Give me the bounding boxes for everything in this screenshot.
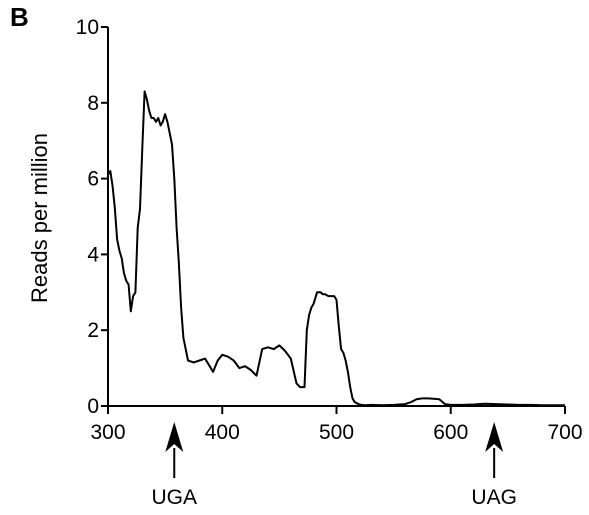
x-tick-label: 700 bbox=[547, 421, 582, 444]
annotation-label: UAG bbox=[471, 486, 517, 509]
y-tick-label: 6 bbox=[87, 168, 99, 191]
y-axis-label: Reads per million bbox=[27, 133, 52, 303]
y-tick-label: 2 bbox=[87, 319, 99, 342]
y-axis-ticks: 0 2 4 6 8 10 bbox=[76, 16, 108, 418]
reads-series-line bbox=[107, 90, 565, 407]
panel-label: B bbox=[10, 2, 29, 32]
annotation-arrow-head bbox=[165, 422, 184, 452]
y-tick-label: 0 bbox=[87, 395, 99, 418]
codon-annotations: UGA UAG bbox=[152, 422, 517, 509]
annotation-arrow-head bbox=[485, 422, 504, 452]
x-tick-label: 600 bbox=[433, 421, 468, 444]
y-tick-label: 4 bbox=[87, 243, 99, 266]
x-axis-ticks: 300 400 500 600 700 bbox=[90, 406, 583, 444]
y-tick-label: 10 bbox=[76, 16, 99, 39]
x-tick-label: 500 bbox=[319, 421, 354, 444]
annotation-label: UGA bbox=[152, 486, 198, 509]
x-tick-label: 400 bbox=[205, 421, 240, 444]
x-tick-label: 300 bbox=[90, 421, 125, 444]
y-tick-label: 8 bbox=[87, 92, 99, 115]
